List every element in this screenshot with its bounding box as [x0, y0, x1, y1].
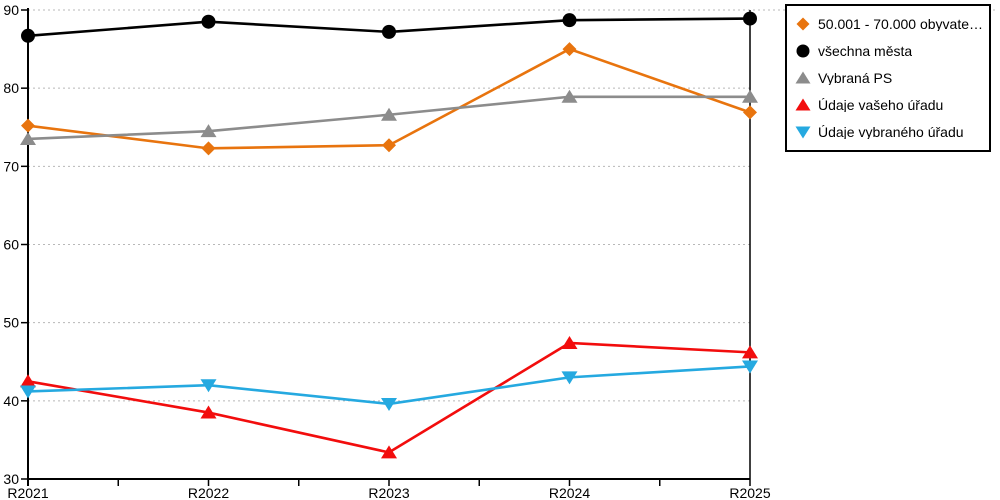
legend-item: všechna města — [795, 43, 985, 59]
circle-icon — [796, 44, 810, 58]
triangle-up-icon — [742, 89, 758, 103]
circle-icon — [796, 44, 810, 58]
legend-item: 50.001 - 70.000 obyvatel obc... — [795, 16, 985, 32]
y-tick-label: 30 — [3, 471, 19, 487]
triangle-down-icon — [381, 397, 397, 411]
diamond-icon — [562, 42, 577, 57]
legend-label: Vybraná PS — [818, 70, 893, 85]
legend-item: Údaje vašeho úřadu — [795, 97, 985, 113]
triangle-up-icon — [200, 124, 217, 138]
circle-icon — [201, 14, 216, 29]
triangle-up-icon — [795, 71, 811, 84]
x-tick-label: R2025 — [729, 485, 770, 500]
circle-icon — [382, 24, 396, 39]
circle-icon — [21, 28, 35, 43]
y-tick-label: 70 — [3, 158, 19, 174]
legend-item: Údaje vybraného úřadu — [795, 124, 985, 140]
triangle-down-icon — [795, 126, 811, 139]
triangle-up-icon — [795, 71, 811, 84]
diamond-icon — [796, 17, 810, 31]
diamond-icon — [21, 118, 35, 133]
x-tick-label: R2022 — [188, 485, 229, 500]
triangle-up-icon — [20, 374, 36, 388]
legend-label: 50.001 - 70.000 obyvatel obc... — [818, 16, 985, 31]
legend-label: Údaje vybraného úřadu — [818, 125, 964, 140]
y-tick-label: 60 — [3, 237, 19, 253]
x-tick-label: R2021 — [7, 485, 48, 500]
triangle-down-icon — [200, 379, 217, 393]
triangle-up-icon — [381, 107, 397, 121]
series-line-3 — [27, 341, 751, 454]
legend-label: všechna města — [818, 43, 913, 58]
triangle-up-icon — [795, 98, 811, 111]
circle-icon — [562, 13, 577, 28]
triangle-down-icon — [20, 385, 36, 399]
triangle-up-icon — [795, 98, 811, 111]
y-tick-label: 50 — [3, 315, 19, 331]
legend: 50.001 - 70.000 obyvatel obc... všechna … — [785, 4, 991, 152]
diamond-icon — [382, 138, 396, 153]
triangle-up-icon — [200, 405, 217, 419]
triangle-up-icon — [20, 131, 36, 145]
legend-item: Vybraná PS — [795, 70, 985, 86]
y-tick-label: 40 — [3, 393, 19, 409]
triangle-up-icon — [561, 89, 578, 103]
triangle-down-icon — [561, 371, 578, 385]
diamond-icon — [743, 105, 757, 120]
diamond-icon — [796, 17, 810, 31]
triangle-up-icon — [742, 345, 758, 359]
triangle-up-icon — [381, 445, 397, 459]
x-tick-label: R2024 — [549, 485, 590, 500]
triangle-down-icon — [795, 126, 811, 139]
y-tick-label: 90 — [3, 2, 19, 18]
legend-label: Údaje vašeho úřadu — [818, 98, 944, 113]
diamond-icon — [201, 141, 216, 156]
triangle-down-icon — [742, 360, 758, 374]
circle-icon — [743, 11, 757, 26]
triangle-up-icon — [561, 335, 578, 349]
y-tick-label: 80 — [3, 80, 19, 96]
x-tick-label: R2023 — [368, 485, 409, 500]
